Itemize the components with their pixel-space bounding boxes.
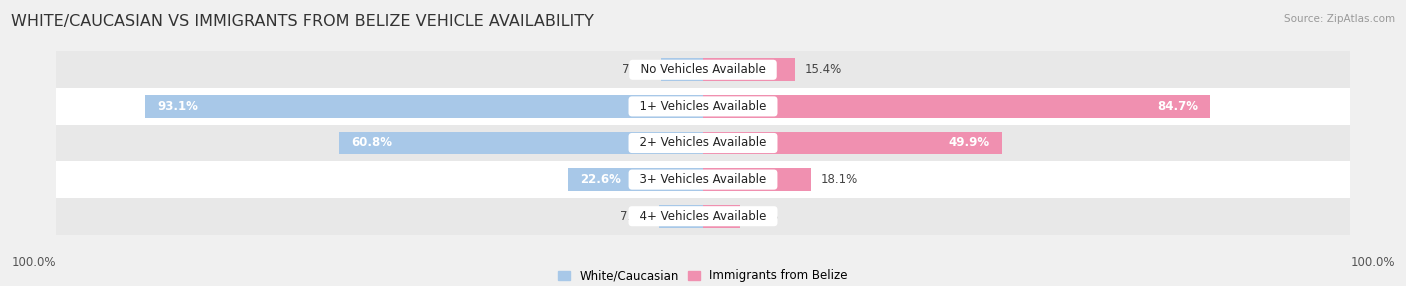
Text: 7.4%: 7.4% — [620, 210, 650, 223]
Bar — [703, 58, 796, 81]
Bar — [703, 95, 1211, 118]
Text: 3+ Vehicles Available: 3+ Vehicles Available — [633, 173, 773, 186]
Text: 4+ Vehicles Available: 4+ Vehicles Available — [633, 210, 773, 223]
Bar — [661, 58, 703, 81]
Text: 93.1%: 93.1% — [157, 100, 198, 113]
Text: Source: ZipAtlas.com: Source: ZipAtlas.com — [1284, 14, 1395, 24]
Text: 15.4%: 15.4% — [804, 63, 841, 76]
Text: 1+ Vehicles Available: 1+ Vehicles Available — [633, 100, 773, 113]
Bar — [56, 88, 1350, 125]
Text: 2+ Vehicles Available: 2+ Vehicles Available — [633, 136, 773, 150]
Text: WHITE/CAUCASIAN VS IMMIGRANTS FROM BELIZE VEHICLE AVAILABILITY: WHITE/CAUCASIAN VS IMMIGRANTS FROM BELIZ… — [11, 14, 595, 29]
Bar — [568, 168, 703, 191]
Bar — [703, 132, 1002, 154]
Text: 6.1%: 6.1% — [748, 210, 779, 223]
Text: 7.0%: 7.0% — [623, 63, 652, 76]
Text: 22.6%: 22.6% — [579, 173, 620, 186]
Text: 100.0%: 100.0% — [11, 256, 56, 269]
Bar — [658, 205, 703, 228]
Bar — [56, 198, 1350, 235]
Bar — [56, 161, 1350, 198]
Text: 100.0%: 100.0% — [1350, 256, 1395, 269]
Bar — [703, 205, 740, 228]
Text: 60.8%: 60.8% — [352, 136, 392, 150]
Bar — [703, 168, 811, 191]
Bar — [56, 51, 1350, 88]
Bar — [339, 132, 703, 154]
Bar — [145, 95, 703, 118]
Text: No Vehicles Available: No Vehicles Available — [633, 63, 773, 76]
Bar — [56, 125, 1350, 161]
Text: 18.1%: 18.1% — [820, 173, 858, 186]
Text: 84.7%: 84.7% — [1157, 100, 1198, 113]
Text: 49.9%: 49.9% — [949, 136, 990, 150]
Legend: White/Caucasian, Immigrants from Belize: White/Caucasian, Immigrants from Belize — [554, 265, 852, 286]
